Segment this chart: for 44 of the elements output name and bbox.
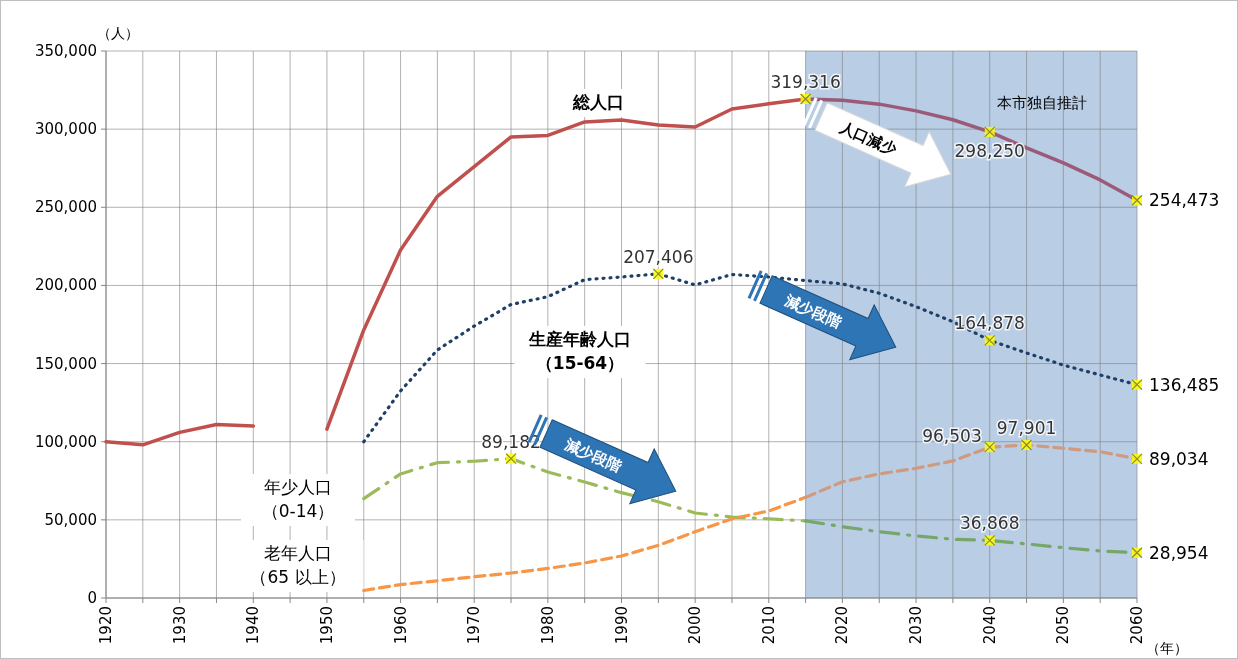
data-label: 254,473 <box>1149 190 1220 211</box>
y-tick-label: 50,000 <box>44 510 97 529</box>
x-tick-label: 1970 <box>465 606 484 645</box>
data-label: 319,316 <box>770 71 841 92</box>
annotation: 生産年齢人口（15-64） <box>528 329 631 373</box>
data-label: 96,503 <box>922 426 982 447</box>
data-label: 97,901 <box>996 417 1057 438</box>
x-tick-label: 1980 <box>538 606 557 645</box>
x-tick-label: 2060 <box>1128 606 1146 645</box>
x-tick-label: 1940 <box>244 606 263 645</box>
data-label: 28,954 <box>1149 542 1209 563</box>
x-tick-label: 1950 <box>317 606 336 645</box>
y-tick-label: 350,000 <box>34 42 97 60</box>
x-axis-title: （年） <box>1146 640 1188 656</box>
x-tick-label: 1960 <box>391 606 410 645</box>
x-tick-label: 2000 <box>686 606 705 645</box>
data-label: 36,868 <box>959 513 1020 534</box>
x-tick-label: 2010 <box>759 606 778 645</box>
x-tick-label: 2030 <box>907 606 926 645</box>
data-label: 89,034 <box>1149 448 1209 469</box>
x-tick-label: 1990 <box>612 606 631 645</box>
data-label: 136,485 <box>1149 374 1220 395</box>
band-label: 本市独自推計 <box>997 94 1087 112</box>
y-tick-label: 300,000 <box>34 120 97 139</box>
annotation: 年少人口（0-14） <box>261 477 335 521</box>
y-axis-title: （人） <box>97 25 139 41</box>
annotation: 減少段階 <box>781 290 846 333</box>
data-label: 164,878 <box>954 313 1025 334</box>
y-tick-label: 0 <box>87 589 97 607</box>
annotation: 減少段階 <box>561 434 626 477</box>
annotation: 人口減少 <box>836 117 901 160</box>
annotation: 総人口 <box>571 92 624 112</box>
annotation: 老年人口（65 以上） <box>250 543 346 587</box>
y-tick-label: 200,000 <box>34 276 97 295</box>
y-tick-label: 250,000 <box>34 198 97 217</box>
data-label: 298,250 <box>954 140 1025 161</box>
x-tick-label: 1920 <box>97 606 115 645</box>
y-tick-label: 150,000 <box>34 354 97 373</box>
data-label: 207,406 <box>623 246 694 267</box>
y-tick-label: 100,000 <box>34 432 97 451</box>
x-tick-label: 1930 <box>170 606 189 645</box>
x-tick-label: 2020 <box>833 606 852 645</box>
x-tick-label: 2040 <box>980 606 999 645</box>
x-tick-label: 2050 <box>1054 606 1073 645</box>
